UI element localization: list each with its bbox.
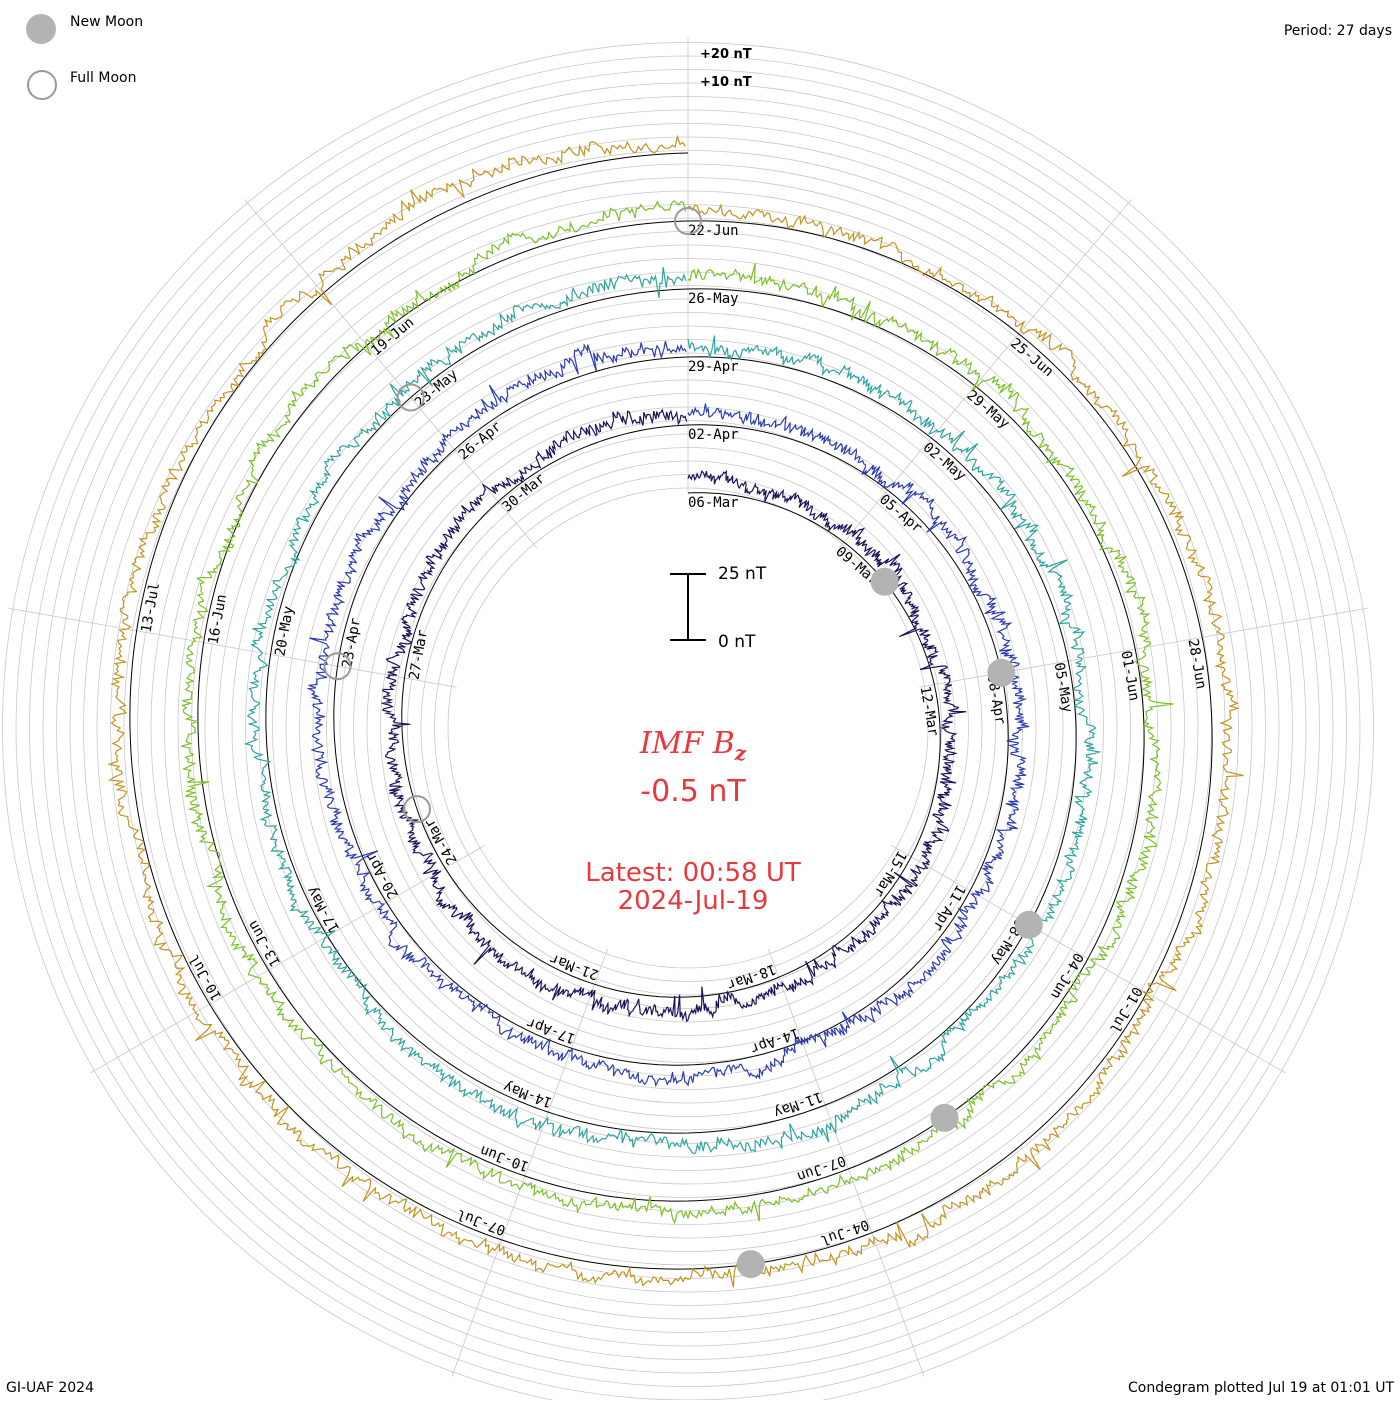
traces-layer xyxy=(106,134,1244,1288)
date-label: 29-May xyxy=(963,387,1012,432)
date-label: 16-Jun xyxy=(206,593,231,646)
date-label: 26-Apr xyxy=(456,419,505,464)
center-title-subscript: z xyxy=(734,741,747,765)
full-moon-legend-label: Full Moon xyxy=(70,70,137,86)
center-title: IMF Bz xyxy=(0,726,1386,765)
date-label: 13-Jul xyxy=(139,581,164,634)
footer-plot-time: Condegram plotted Jul 19 at 01:01 UT xyxy=(1127,1380,1394,1396)
footer-credit: GI-UAF 2024 xyxy=(6,1380,94,1396)
date-label: 04-Jul xyxy=(818,1216,871,1248)
date-label: 02-May xyxy=(920,440,969,485)
new-moon-marker xyxy=(870,567,899,596)
scale-top-label: +20 nT xyxy=(700,47,752,62)
date-label: 05-May xyxy=(1051,661,1076,714)
scale-mid-label: +10 nT xyxy=(700,75,752,90)
new-moon-marker xyxy=(930,1103,959,1132)
date-label: 30-Mar xyxy=(499,471,548,516)
new-moon-marker xyxy=(1014,910,1043,939)
full-moon-legend-icon xyxy=(27,70,57,100)
date-label: 10-Jun xyxy=(478,1142,531,1174)
baseline-ring-5 xyxy=(129,152,1213,1270)
new-moon-legend-label: New Moon xyxy=(70,14,144,30)
trace-ring-3 xyxy=(243,267,1102,1155)
grid-spoke xyxy=(451,948,609,1377)
date-label: 17-Apr xyxy=(525,1014,578,1046)
trace-ring-4 xyxy=(181,200,1174,1225)
date-label: 06-Mar xyxy=(688,495,739,511)
full-moon-marker xyxy=(323,652,352,681)
grid-layer xyxy=(2,38,1374,1405)
latest-time: Latest: 00:58 UT xyxy=(585,858,801,888)
date-label: 19-Jun xyxy=(368,314,417,359)
date-label: 14-May xyxy=(501,1078,554,1110)
grid-spoke xyxy=(244,199,538,549)
center-title-text: IMF B xyxy=(639,726,735,761)
scale-bar-bottom-label: 0 nT xyxy=(718,632,756,652)
grid-spoke xyxy=(891,845,1286,1074)
date-label: 14-Apr xyxy=(748,1024,801,1056)
grid-spoke xyxy=(767,948,925,1377)
full-moon-marker xyxy=(396,383,425,412)
baseline-ring-1 xyxy=(401,424,941,998)
period-label: Period: 27 days xyxy=(1283,23,1392,39)
date-label: 05-Apr xyxy=(876,492,925,537)
date-label: 11-May xyxy=(772,1088,825,1120)
date-label: 26-May xyxy=(688,291,739,307)
date-label: 07-Jul xyxy=(455,1206,508,1238)
latest-date: 2024-Jul-19 xyxy=(617,886,769,916)
grid-spoke xyxy=(90,845,485,1074)
date-label: 13-Jun xyxy=(245,917,284,969)
center-value: -0.5 nT xyxy=(640,774,746,809)
new-moon-legend-icon xyxy=(26,14,56,44)
grid-spoke xyxy=(8,607,457,688)
scale-bar xyxy=(670,573,706,641)
date-label: 29-Apr xyxy=(688,359,739,375)
trace-ring-1 xyxy=(381,408,967,1023)
baseline-ring-2 xyxy=(333,356,1009,1066)
baseline-ring-4 xyxy=(197,220,1145,1202)
full-moon-marker xyxy=(674,207,702,235)
date-label: 18-Mar xyxy=(725,960,778,992)
full-moon-marker xyxy=(403,795,431,824)
date-label: 10-Jul xyxy=(186,951,225,1003)
trace-ring-5 xyxy=(106,134,1244,1288)
baseline-ring-3 xyxy=(265,288,1077,1134)
new-moon-marker xyxy=(987,658,1016,687)
scale-bar-top-label: 25 nT xyxy=(718,564,767,584)
date-label: 02-Apr xyxy=(688,427,739,443)
new-moon-marker xyxy=(736,1250,765,1279)
moon-markers-layer xyxy=(323,207,1043,1279)
trace-ring-2 xyxy=(306,340,1030,1088)
